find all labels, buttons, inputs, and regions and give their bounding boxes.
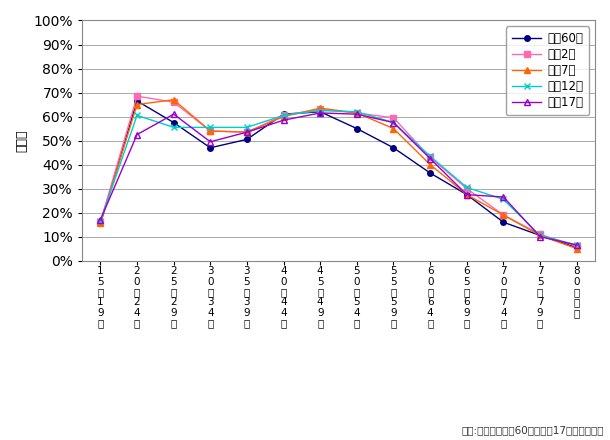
昭和60年 [134,98,141,103]
平成7年 [207,128,214,134]
平成7年 [390,126,397,131]
平成7年 [463,192,470,197]
平成7年 [426,162,434,167]
平成2年 [170,99,178,105]
平成7年 [134,102,141,107]
平成12年 [317,108,324,113]
平成7年 [170,97,178,103]
平成12年 [390,120,397,125]
平成17年 [243,129,251,135]
平成12年 [426,154,434,159]
平成17年 [390,120,397,125]
平成2年 [97,220,104,225]
Line: 平成7年: 平成7年 [97,96,580,252]
Line: 平成2年: 平成2年 [98,93,580,249]
平成12年 [207,125,214,130]
平成2年 [243,129,251,135]
平成17年 [353,111,361,117]
平成17年 [170,111,178,117]
昭和60年 [536,233,544,238]
平成7年 [536,233,544,238]
昭和60年 [390,145,397,150]
平成17年 [97,217,104,223]
平成17年 [463,192,470,197]
平成17年 [573,242,580,248]
昭和60年 [573,245,580,250]
Line: 平成12年: 平成12年 [97,107,580,249]
平成2年 [134,94,141,99]
平成2年 [207,128,214,134]
平成12年 [280,113,287,118]
昭和60年 [353,126,361,131]
平成2年 [390,115,397,121]
平成17年 [207,139,214,144]
昭和60年 [243,137,251,142]
昭和60年 [97,221,104,226]
Y-axis label: 就業率: 就業率 [15,129,28,152]
平成2年 [426,155,434,160]
昭和60年 [500,220,507,225]
平成17年 [280,117,287,123]
平成2年 [500,213,507,218]
平成12年 [463,185,470,190]
平成7年 [573,246,580,251]
昭和60年 [426,170,434,176]
平成17年 [134,132,141,137]
平成12年 [536,233,544,238]
平成12年 [243,125,251,130]
平成2年 [353,110,361,116]
昭和60年 [207,145,214,150]
平成12年 [573,242,580,248]
平成12年 [97,218,104,224]
Legend: 昭和60年, 平成2年, 平成7年, 平成12年, 平成17年: 昭和60年, 平成2年, 平成7年, 平成12年, 平成17年 [506,26,589,115]
平成2年 [280,113,287,118]
平成2年 [317,107,324,112]
平成17年 [426,156,434,161]
昭和60年 [463,192,470,197]
Text: 出所:東京都、昭和60年～平成17年、国勢調査: 出所:東京都、昭和60年～平成17年、国勢調査 [461,425,604,436]
平成7年 [243,129,251,135]
平成12年 [353,109,361,114]
平成7年 [317,106,324,111]
平成7年 [280,114,287,119]
Line: 昭和60年: 昭和60年 [98,98,580,250]
平成2年 [573,244,580,249]
平成7年 [500,213,507,218]
昭和60年 [317,109,324,114]
平成12年 [500,197,507,202]
平成7年 [353,110,361,116]
昭和60年 [280,111,287,117]
平成17年 [536,234,544,239]
平成7年 [97,221,104,226]
平成2年 [463,186,470,191]
平成17年 [317,110,324,116]
平成12年 [134,113,141,118]
昭和60年 [170,120,178,125]
平成17年 [500,194,507,200]
平成12年 [170,125,178,130]
平成2年 [536,231,544,237]
Line: 平成17年: 平成17年 [97,110,580,249]
